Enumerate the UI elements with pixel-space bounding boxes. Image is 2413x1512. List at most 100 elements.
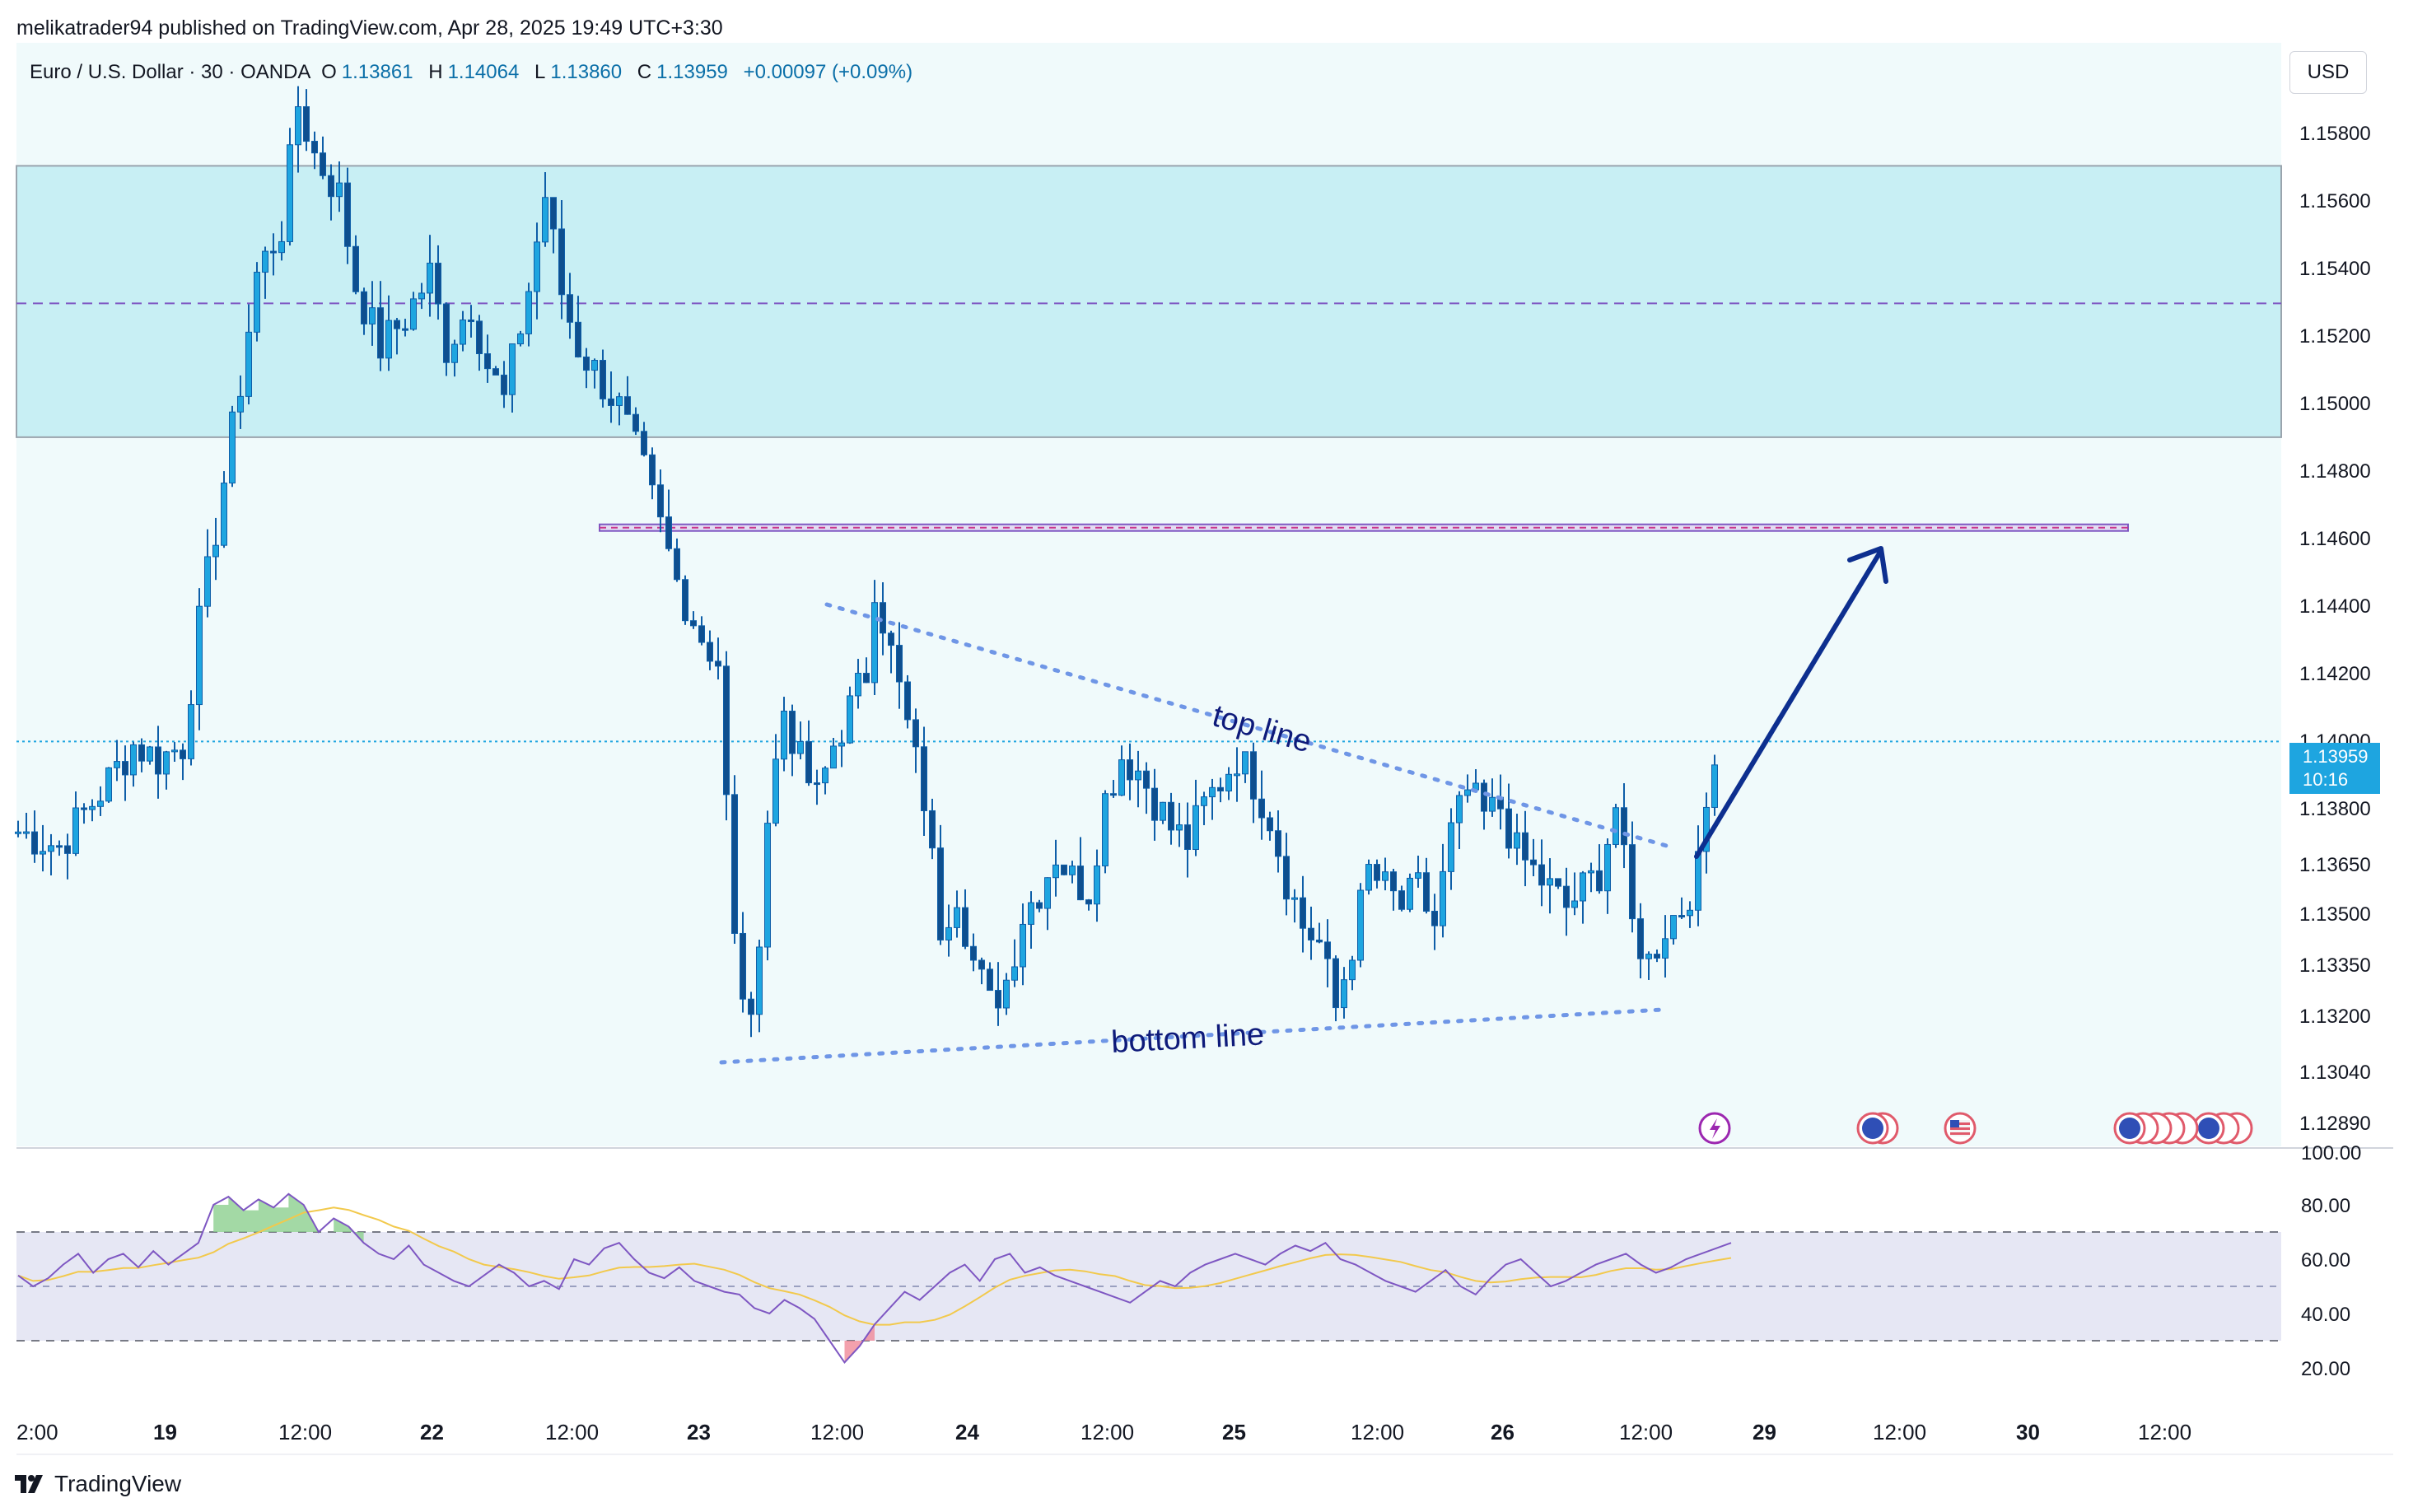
candle[interactable] [1234, 773, 1240, 777]
candle[interactable] [624, 396, 631, 415]
candle[interactable] [1151, 787, 1158, 821]
candle[interactable] [1160, 801, 1166, 821]
candle[interactable] [567, 294, 573, 323]
candle[interactable] [303, 106, 310, 142]
candle[interactable] [1382, 871, 1389, 881]
candle[interactable] [1588, 870, 1594, 874]
top-trendline[interactable] [824, 602, 1678, 851]
candle[interactable] [1300, 897, 1306, 929]
candle[interactable] [1580, 872, 1586, 902]
candle[interactable] [904, 681, 911, 721]
candle[interactable] [1333, 958, 1339, 1009]
candle[interactable] [320, 152, 326, 176]
candle[interactable] [163, 751, 170, 775]
candle[interactable] [1604, 843, 1611, 892]
candle[interactable] [1654, 954, 1660, 959]
candle[interactable] [89, 805, 96, 810]
candle[interactable] [287, 144, 293, 242]
candle[interactable] [1061, 864, 1067, 875]
currency-button[interactable]: USD [2289, 51, 2367, 94]
candle[interactable] [114, 761, 120, 768]
candle[interactable] [912, 719, 919, 748]
candle[interactable] [649, 454, 656, 486]
candle[interactable] [377, 307, 384, 359]
candle[interactable] [1423, 872, 1430, 912]
candle[interactable] [328, 175, 334, 198]
candle[interactable] [591, 360, 598, 371]
candle[interactable] [1275, 830, 1281, 857]
price-axis[interactable]: 1.15800 1.15600 1.15400 1.15200 1.15000 1.148… [2299, 123, 2371, 1135]
candle[interactable] [1308, 927, 1314, 940]
candle[interactable] [731, 794, 738, 934]
candle[interactable] [945, 926, 952, 940]
candle[interactable] [147, 746, 153, 762]
candle[interactable] [443, 303, 450, 363]
eu-flag-event-icon[interactable] [1856, 1112, 1899, 1145]
candle[interactable] [204, 556, 211, 607]
candle[interactable] [575, 321, 581, 357]
candle[interactable] [1555, 878, 1561, 887]
candle[interactable] [1374, 864, 1380, 881]
candle[interactable] [707, 642, 713, 662]
candle[interactable] [822, 768, 828, 784]
candle[interactable] [814, 782, 820, 786]
candle[interactable] [278, 240, 285, 254]
candle[interactable] [1349, 959, 1356, 981]
candle[interactable] [830, 745, 837, 769]
candle[interactable] [1431, 910, 1438, 926]
candle[interactable] [237, 395, 244, 413]
candle[interactable] [542, 197, 548, 243]
candle[interactable] [196, 605, 203, 706]
candle[interactable] [632, 413, 639, 432]
candle[interactable] [1316, 939, 1323, 943]
time-axis[interactable]: 2:00 19 12:00 22 12:00 23 12:00 24 12:00 25 12:00 2… [16, 1420, 2191, 1444]
candle[interactable] [1143, 770, 1150, 789]
candle[interactable] [517, 333, 524, 345]
candle[interactable] [105, 767, 112, 802]
candle[interactable] [1481, 782, 1487, 812]
candle[interactable] [534, 241, 540, 292]
candle[interactable] [1094, 865, 1100, 905]
candle[interactable] [1291, 897, 1298, 900]
candle[interactable] [23, 831, 30, 834]
candle[interactable] [1020, 923, 1026, 968]
candle[interactable] [31, 831, 38, 855]
candle[interactable] [1711, 764, 1718, 808]
candle[interactable] [361, 291, 367, 324]
candle[interactable] [1365, 864, 1372, 891]
candle[interactable] [1176, 824, 1183, 831]
candle[interactable] [1398, 890, 1405, 910]
candle[interactable] [690, 620, 697, 627]
candle[interactable] [81, 807, 87, 810]
candle[interactable] [484, 353, 491, 370]
candle[interactable] [509, 343, 516, 395]
candlestick-series[interactable] [15, 86, 1718, 1038]
candle[interactable] [1085, 899, 1092, 905]
lightning-event-icon[interactable] [1698, 1112, 1731, 1145]
candle[interactable] [1135, 770, 1141, 781]
candle[interactable] [1052, 864, 1059, 879]
candle[interactable] [336, 182, 343, 198]
candle[interactable] [1522, 832, 1529, 861]
candle[interactable] [1440, 870, 1446, 926]
candle[interactable] [1464, 789, 1471, 796]
candle[interactable] [954, 907, 960, 928]
candle[interactable] [1044, 877, 1051, 909]
candle[interactable] [1324, 941, 1331, 959]
candle[interactable] [987, 968, 993, 992]
candle[interactable] [254, 272, 260, 333]
candle[interactable] [929, 810, 936, 849]
candle[interactable] [880, 602, 886, 634]
candle[interactable] [838, 742, 845, 747]
candle[interactable] [188, 704, 194, 759]
candle[interactable] [1613, 807, 1619, 845]
candle[interactable] [1267, 817, 1273, 832]
candle[interactable] [221, 483, 227, 546]
candle[interactable] [427, 263, 433, 294]
candle[interactable] [270, 250, 277, 254]
candle[interactable] [1357, 889, 1364, 961]
candle[interactable] [1670, 915, 1677, 940]
candle[interactable] [1069, 866, 1076, 875]
candle[interactable] [1456, 795, 1463, 824]
